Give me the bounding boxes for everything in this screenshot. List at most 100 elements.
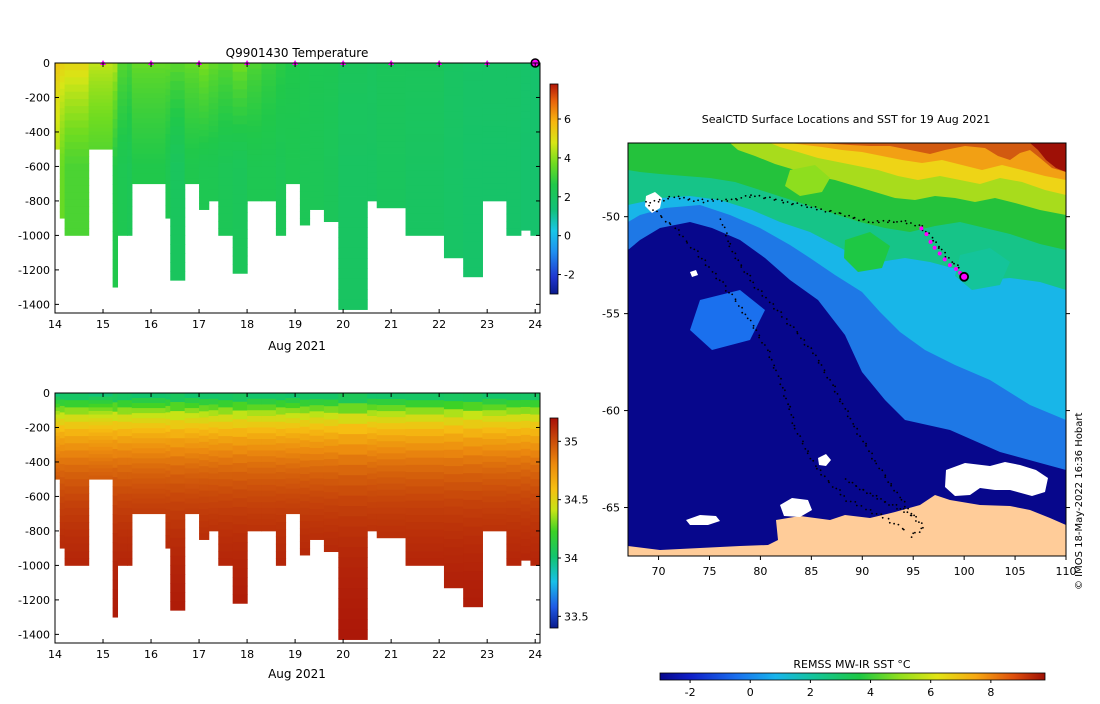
profile-cell <box>285 103 301 109</box>
track-point <box>743 271 746 273</box>
profile-cell <box>218 428 234 437</box>
profile-cell <box>208 189 219 196</box>
profile-cell <box>285 403 301 409</box>
profile-cell <box>199 533 210 540</box>
track-point <box>895 504 898 506</box>
track-point <box>882 219 885 222</box>
profile-cell <box>232 168 248 178</box>
x-tick-label: 23 <box>480 318 494 331</box>
profile-cell <box>323 89 339 97</box>
profile-cell <box>199 484 210 492</box>
profile-cell <box>184 498 200 505</box>
profile-cell <box>88 414 114 419</box>
track-point <box>648 204 650 207</box>
profile-cell <box>506 199 522 208</box>
profile-cell <box>131 103 167 109</box>
profile-cell <box>376 513 407 521</box>
track-point <box>761 341 763 344</box>
profile-cell <box>218 177 234 186</box>
profile-cell <box>376 501 407 509</box>
track-point <box>702 201 705 204</box>
profile-cell <box>376 531 407 539</box>
profile-cell <box>367 398 378 405</box>
profile-cell <box>165 412 171 420</box>
profile-cell <box>338 567 368 579</box>
profile-cell <box>247 74 263 81</box>
profile-cell <box>117 479 128 487</box>
y-tick-label: -600 <box>25 490 50 503</box>
profile-cell <box>367 108 378 116</box>
profile-cell <box>170 207 186 218</box>
profile-cell <box>127 192 133 200</box>
track-point <box>780 311 783 313</box>
profile-cell <box>506 493 522 502</box>
profile-cell <box>131 483 167 489</box>
profile-cell <box>367 91 378 98</box>
track-point <box>810 347 813 349</box>
profile-cell <box>309 130 325 137</box>
profile-cell <box>88 91 114 96</box>
profile-cell <box>338 403 368 414</box>
profile-cell <box>463 160 483 171</box>
profile-cell <box>376 183 407 191</box>
track-point <box>689 246 692 249</box>
profile-cell <box>199 411 210 418</box>
profile-cell <box>88 134 114 139</box>
profile-cell <box>323 201 339 209</box>
track-point <box>823 369 826 372</box>
profile-cell <box>275 407 287 415</box>
profile-cell <box>117 185 128 193</box>
profile-cell <box>376 81 407 88</box>
profile-cell <box>367 85 378 93</box>
profile-cell <box>443 79 464 88</box>
profile-cell <box>275 156 287 164</box>
profile-cell <box>232 428 248 438</box>
profile-cell <box>247 177 263 185</box>
temperature-colorbar <box>549 83 559 295</box>
profile-cell <box>112 589 119 599</box>
track-point <box>727 240 729 243</box>
profile-cell <box>184 488 200 494</box>
profile-cell <box>55 396 61 401</box>
profile-cell <box>482 519 507 526</box>
profile-cell <box>405 464 445 473</box>
track-point <box>726 232 728 235</box>
profile-cell <box>247 80 263 87</box>
profile-cell <box>376 459 407 466</box>
track-point <box>922 526 924 529</box>
profile-cell <box>275 522 287 530</box>
profile-cell <box>530 213 540 222</box>
profile-cell <box>59 470 66 478</box>
profile-cell <box>443 87 464 96</box>
track-point <box>752 281 755 284</box>
profile-cell <box>117 400 128 408</box>
track-point <box>812 352 814 355</box>
profile-cell <box>309 527 325 534</box>
profile-cell <box>55 450 61 455</box>
profile-cell <box>247 438 263 446</box>
track-point <box>907 507 909 510</box>
profile-cell <box>443 95 464 104</box>
profile-cell <box>309 111 325 119</box>
profile-cell <box>127 393 133 401</box>
profile-cell <box>443 127 464 137</box>
profile-cell <box>275 500 287 509</box>
profile-cell <box>131 108 167 114</box>
profile-cell <box>55 407 61 412</box>
profile-cell <box>299 548 311 556</box>
track-point <box>715 277 718 280</box>
profile-cell <box>405 134 445 143</box>
profile-cell <box>127 486 133 494</box>
track-point <box>937 247 940 250</box>
profile-cell <box>520 525 531 533</box>
profile-cell <box>218 393 234 401</box>
profile-cell <box>131 448 167 454</box>
profile-cell <box>443 401 464 410</box>
profile-cell <box>261 404 277 411</box>
track-point <box>749 274 752 277</box>
profile-cell <box>520 153 531 161</box>
profile-cell <box>127 199 133 208</box>
profile-cell <box>520 455 531 464</box>
profile-cell <box>530 536 540 545</box>
track-point <box>906 511 909 514</box>
